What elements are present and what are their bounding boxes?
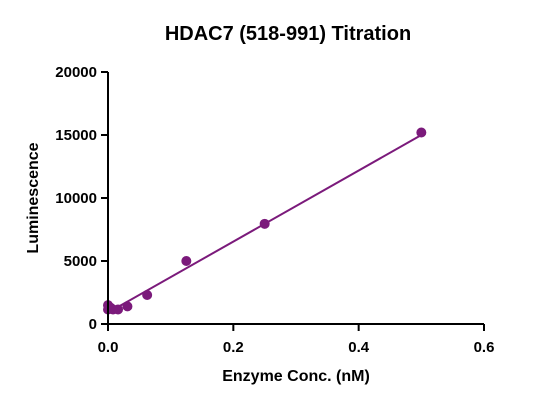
x-tick-label: 0.2 [223, 339, 244, 356]
y-tick-label: 15000 [55, 127, 97, 144]
y-axis-ticks: 0 5000 10000 15000 20000 [55, 64, 108, 333]
y-tick-label: 0 [89, 316, 97, 333]
data-point [113, 304, 124, 315]
y-axis-label: Luminescence [25, 142, 42, 253]
y-tick-label: 5000 [64, 253, 97, 270]
data-point [181, 256, 192, 266]
x-axis-label: Enzyme Conc. (nM) [222, 368, 370, 385]
x-tick-label: 0.4 [348, 339, 370, 356]
x-axis-ticks: 0.0 0.2 0.4 0.6 [98, 324, 495, 356]
y-tick-label: 10000 [55, 190, 97, 207]
data-point [122, 301, 133, 312]
y-tick-label: 20000 [55, 64, 97, 81]
plot-area [103, 127, 427, 315]
data-point [416, 127, 427, 138]
x-tick-label: 0.0 [98, 339, 119, 356]
data-point [142, 290, 153, 301]
chart-title: HDAC7 (518-991) Titration [165, 23, 411, 45]
x-tick-label: 0.6 [474, 339, 495, 356]
data-point [259, 218, 270, 229]
